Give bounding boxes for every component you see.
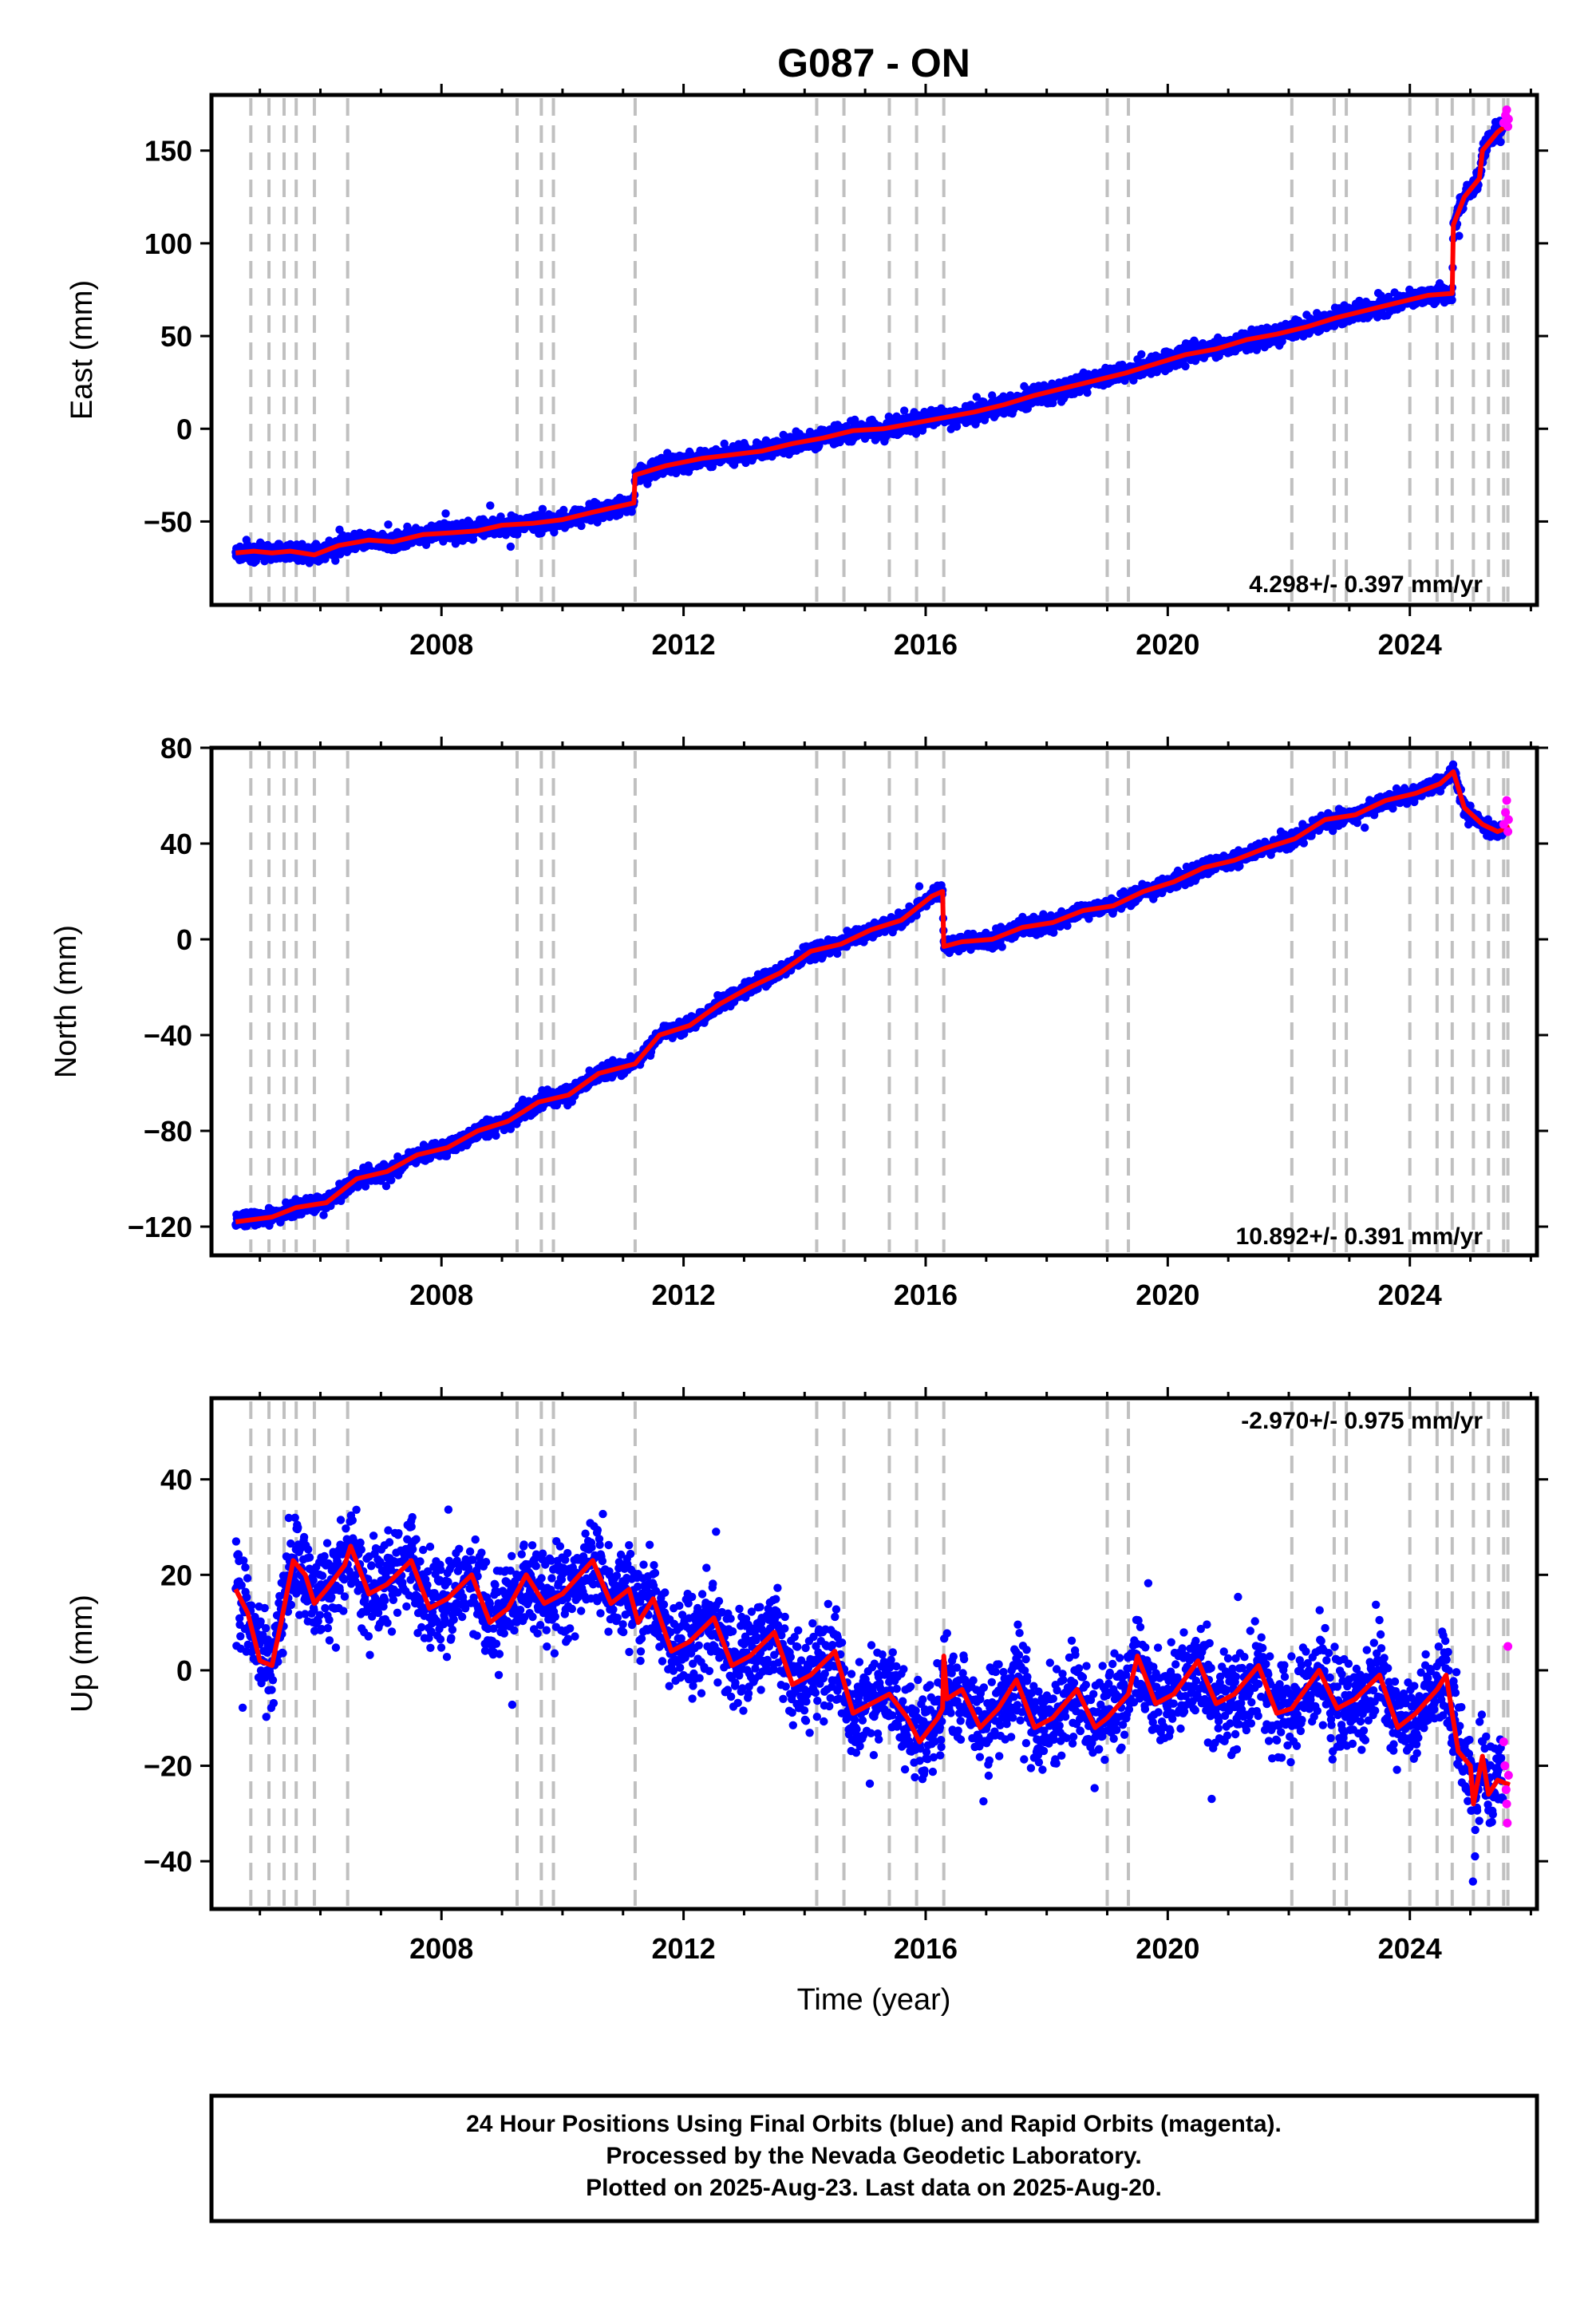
final-orbit-points [231,117,1507,567]
final-point [972,393,982,401]
final-point [1455,231,1464,240]
final-point [506,1124,516,1133]
final-point [1137,350,1146,359]
final-point [486,501,495,510]
final-point [1448,295,1456,305]
final-point [988,391,997,400]
plot-frame [209,93,1539,607]
y-tick-label: 150 [144,135,192,168]
final-point [627,508,636,516]
final-point [319,1211,328,1219]
final-point [381,1182,391,1191]
model-line [235,121,1511,558]
final-point [833,949,842,958]
final-point [1496,137,1505,147]
final-point [900,406,909,415]
x-tick-label: 2020 [1136,628,1199,661]
final-point [331,556,340,565]
final-point [720,439,729,449]
final-point [593,518,602,527]
y-tick-label: −50 [144,505,192,538]
final-point [384,520,393,529]
rapid-point [1503,122,1513,132]
final-point [1278,337,1286,346]
final-orbit-points [231,760,1507,1231]
y-tick-label: 0 [176,413,192,445]
final-point [577,521,586,531]
final-point [506,542,516,551]
step-lines [249,751,1510,1252]
x-tick-label: 2016 [894,628,958,661]
chart-title: G087 - ON [777,41,970,85]
rate-label: 4.298+/- 0.397 mm/yr [1249,571,1483,598]
final-point [361,1182,370,1191]
east-panel: −50 0 50 100 150 2008 2012 2016 2020 2024 East (mm… [65,84,1548,661]
final-point [492,1131,500,1140]
x-tick-label: 2024 [1378,628,1442,661]
final-point [538,504,547,513]
y-tick-label: 100 [144,227,192,260]
rapid-orbit-points [1499,105,1513,132]
final-point [387,1176,396,1185]
final-point [1181,362,1190,371]
x-tick-label: 2008 [409,628,473,661]
x-tick-label: 2012 [652,628,716,661]
final-point [441,509,450,518]
final-point [1083,388,1092,397]
rapid-point [1502,105,1511,115]
step-lines [249,98,1510,602]
y-axis-label: East (mm) [65,280,99,420]
y-tick-label: 50 [160,320,192,353]
final-point [952,422,962,431]
rapid-point [1503,114,1513,124]
